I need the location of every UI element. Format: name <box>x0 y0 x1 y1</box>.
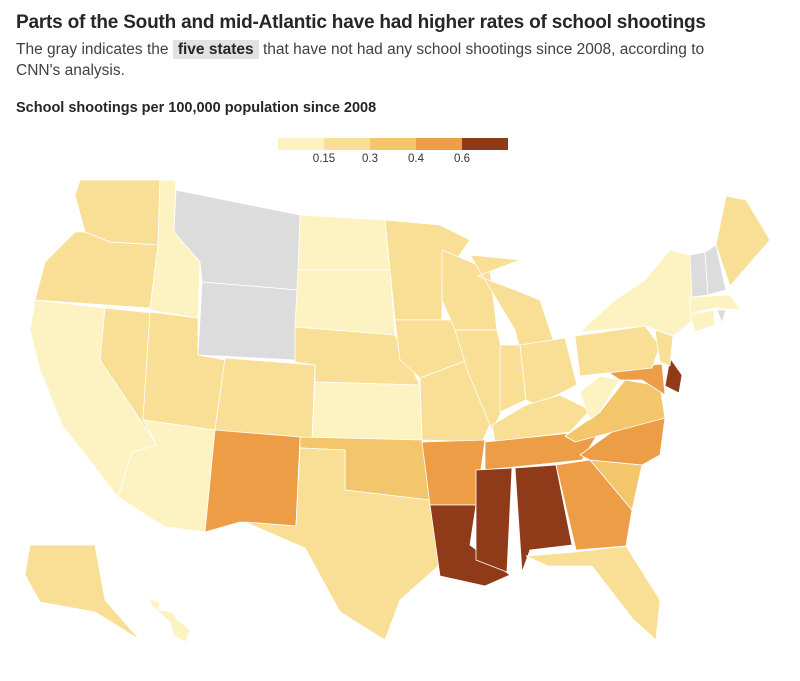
state-ct[interactable] <box>689 309 716 333</box>
state-oh[interactable] <box>519 337 578 406</box>
legend-tick-label: 0.6 <box>454 153 470 165</box>
subtitle-post: that have not had any school shootings s… <box>16 41 705 79</box>
legend-title: School shootings per 100,000 population … <box>16 100 377 116</box>
state-nh[interactable] <box>704 244 727 296</box>
state-pa[interactable] <box>574 325 661 377</box>
state-ny[interactable] <box>579 249 701 337</box>
state-ma[interactable] <box>689 294 742 314</box>
state-tx[interactable] <box>244 447 446 641</box>
state-hi[interactable] <box>149 597 191 643</box>
state-id[interactable] <box>149 179 201 319</box>
state-ga[interactable] <box>555 459 633 551</box>
state-me[interactable] <box>715 195 771 287</box>
state-de[interactable] <box>664 357 683 394</box>
state-nm[interactable] <box>204 429 301 533</box>
state-wy[interactable] <box>197 281 299 361</box>
state-co[interactable] <box>214 357 316 441</box>
subtitle-pre: The gray indicates the <box>16 41 169 58</box>
state-ak[interactable] <box>24 544 141 641</box>
state-fl[interactable] <box>525 545 661 641</box>
state-wv[interactable] <box>579 375 621 421</box>
subtitle-highlight: five states <box>172 40 259 59</box>
legend-tick-label: 0.4 <box>408 153 424 165</box>
legend-tick-label: 0.15 <box>312 153 336 165</box>
state-ms[interactable] <box>475 467 513 573</box>
legend-tick-label: 0.3 <box>362 153 378 165</box>
chart-title: Parts of the South and mid-Atlantic have… <box>16 12 706 33</box>
chart-subtitle: The gray indicates the five states that … <box>16 39 716 81</box>
state-ri[interactable] <box>716 309 727 324</box>
state-al[interactable] <box>514 464 573 573</box>
state-nd[interactable] <box>297 214 391 271</box>
state-ar[interactable] <box>421 439 486 506</box>
state-mi[interactable] <box>469 254 556 351</box>
state-ks[interactable] <box>311 381 423 441</box>
legend-swatch <box>462 138 509 150</box>
state-sd[interactable] <box>294 269 396 336</box>
